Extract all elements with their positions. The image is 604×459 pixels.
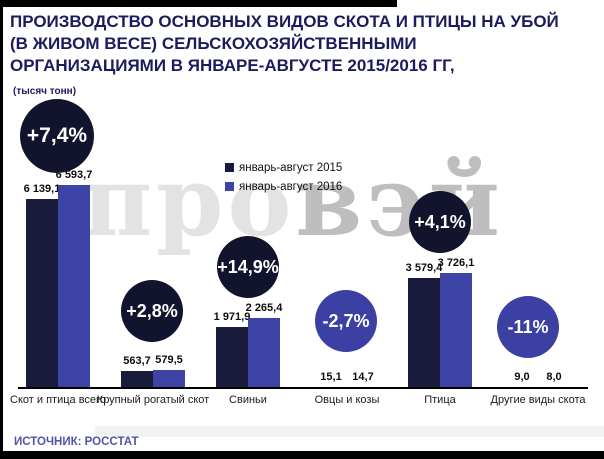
category-label-group-4: Овцы и козы xyxy=(314,394,380,406)
value-label-2016-group-6: 8,0 xyxy=(546,371,562,383)
bar-2016-group-1 xyxy=(58,185,90,388)
change-badge-group-3: +14,9% xyxy=(217,236,279,298)
change-badge-group-5: +4,1% xyxy=(409,191,471,253)
change-badge-group-2: +2,8% xyxy=(121,280,183,342)
legend-label-2016: январь-август 2016 xyxy=(239,180,343,193)
category-label-group-6: Другие виды скота xyxy=(490,394,586,406)
bar-2015-group-1 xyxy=(26,199,58,388)
top-border-bar xyxy=(0,0,397,7)
category-label-group-2: Крупный рогатый скот xyxy=(96,394,210,406)
bottom-border-bar xyxy=(0,451,604,459)
bar-2016-group-2 xyxy=(153,370,185,388)
legend-swatch-2016 xyxy=(225,182,234,191)
value-label-2016-group-5: 3 726,1 xyxy=(437,257,475,269)
bar-2015-group-5 xyxy=(408,278,440,388)
bar-2016-group-5 xyxy=(440,273,472,388)
page-title: ПРОИЗВОДСТВО ОСНОВНЫХ ВИДОВ СКОТА И ПТИЦ… xyxy=(10,11,585,77)
legend-swatch-2015 xyxy=(225,163,234,172)
title-line-3: ОРГАНИЗАЦИЯМИ В ЯНВАРЕ-АВГУСТЕ 2015/2016… xyxy=(10,56,455,75)
value-label-2015-group-6: 9,0 xyxy=(514,371,530,383)
bar-2015-group-2 xyxy=(121,371,153,388)
legend-item-2015: январь-август 2015 xyxy=(225,158,342,177)
left-border-bar xyxy=(0,0,3,452)
legend-label-2015: январь-август 2015 xyxy=(239,161,343,174)
value-label-2015-group-3: 1 971,9 xyxy=(213,311,251,323)
change-badge-group-6: -11% xyxy=(497,296,559,358)
footer-grey-strip xyxy=(95,426,604,437)
title-line-2: (В ЖИВОМ ВЕСЕ) СЕЛЬСКОХОЗЯЙСТВЕННЫМИ xyxy=(10,34,417,53)
category-label-group-1: Скот и птица всего xyxy=(10,394,106,406)
value-label-2015-group-2: 563,7 xyxy=(123,355,151,367)
chart-legend: январь-август 2015 январь-август 2016 xyxy=(225,158,342,196)
title-line-1: ПРОИЗВОДСТВО ОСНОВНЫХ ВИДОВ СКОТА И ПТИЦ… xyxy=(10,12,559,31)
watermark-light-text: про xyxy=(82,145,296,258)
x-axis-line xyxy=(18,387,588,389)
value-label-2016-group-4: 14,7 xyxy=(352,371,374,383)
value-label-2016-group-3: 2 265,4 xyxy=(245,302,283,314)
change-badge-group-1: +7,4% xyxy=(20,99,94,173)
bar-2015-group-3 xyxy=(216,327,248,388)
category-label-group-5: Птица xyxy=(424,394,456,406)
units-label: (тысяч тонн) xyxy=(13,86,77,97)
value-label-2015-group-4: 15,1 xyxy=(320,371,342,383)
value-label-2016-group-2: 579,5 xyxy=(155,354,183,366)
legend-item-2016: январь-август 2016 xyxy=(225,177,342,196)
change-badge-group-4: -2,7% xyxy=(315,290,377,352)
value-label-2015-group-5: 3 579,4 xyxy=(405,262,443,274)
value-label-2015-group-1: 6 139,1 xyxy=(23,183,61,195)
category-label-group-3: Свиньи xyxy=(229,394,267,406)
bar-2016-group-3 xyxy=(248,318,280,388)
source-credit: ИСТОЧНИК: РОССТАТ xyxy=(14,436,139,448)
